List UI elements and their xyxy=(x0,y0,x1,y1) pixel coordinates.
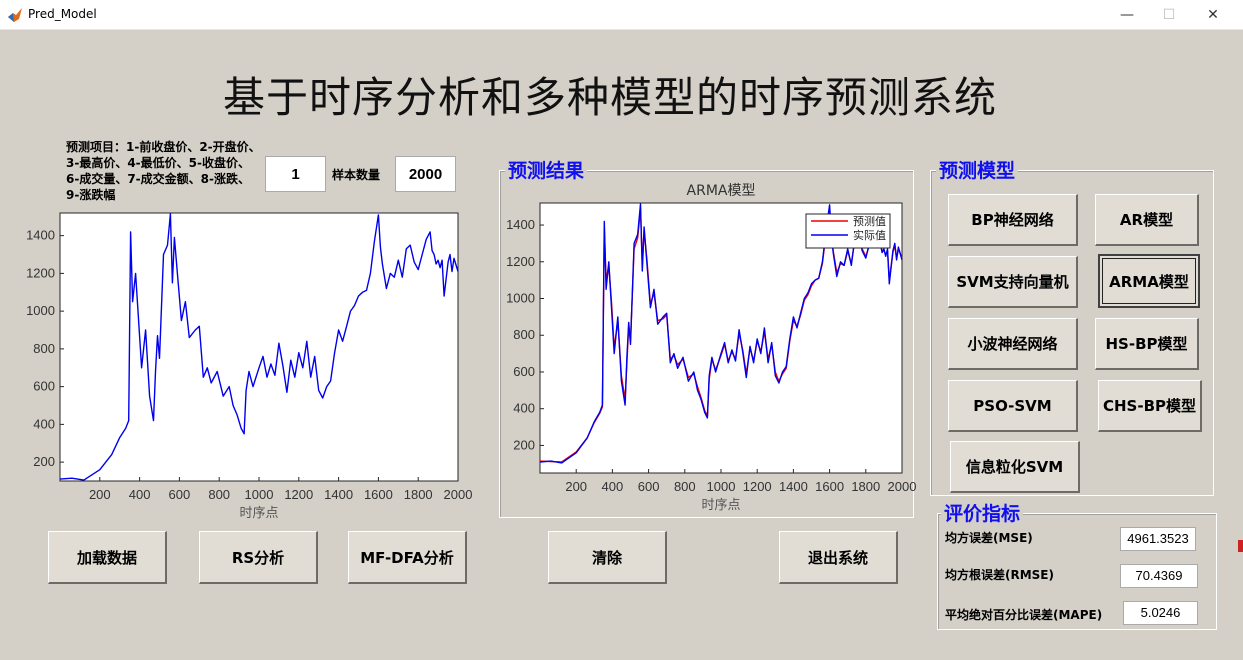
y-tick-label: 400 xyxy=(513,401,535,416)
x-axis-label: 时序点 xyxy=(239,506,278,521)
y-tick-label: 1200 xyxy=(26,265,55,280)
x-tick-label: 800 xyxy=(208,487,230,502)
x-tick-label: 1600 xyxy=(815,479,844,494)
metrics-panel xyxy=(937,513,1217,630)
x-axis-label: 时序点 xyxy=(701,498,740,513)
y-tick-label: 400 xyxy=(33,416,55,431)
x-tick-label: 600 xyxy=(169,487,191,502)
metrics-panel-title: 评价指标 xyxy=(941,503,1024,525)
arma-model-button[interactable]: ARMA模型 xyxy=(1098,254,1200,308)
wavelet-neural-network-button[interactable]: 小波神经网络 xyxy=(948,318,1078,370)
window-titlebar: Pred_Model — ☐ ✕ xyxy=(0,0,1243,30)
result-panel-title: 预测结果 xyxy=(505,160,588,182)
exit-system-button[interactable]: 退出系统 xyxy=(779,531,898,584)
rs-analysis-button[interactable]: RS分析 xyxy=(199,531,318,584)
x-tick-label: 1800 xyxy=(404,487,433,502)
x-tick-label: 400 xyxy=(129,487,151,502)
mse-value: 4961.3523 xyxy=(1120,527,1196,551)
model-panel-title: 预测模型 xyxy=(936,160,1019,182)
y-tick-label: 200 xyxy=(513,437,535,452)
pso-svm-button[interactable]: PSO-SVM xyxy=(948,380,1078,432)
y-tick-label: 800 xyxy=(33,341,55,356)
matlab-icon xyxy=(8,8,22,22)
maximize-button[interactable]: ☐ xyxy=(1162,7,1176,23)
legend-label: 预测值 xyxy=(853,215,886,228)
x-tick-label: 2000 xyxy=(444,487,473,502)
x-tick-label: 800 xyxy=(674,479,696,494)
chart-title: ARMA模型 xyxy=(687,183,756,199)
y-tick-label: 1400 xyxy=(506,217,535,232)
rmse-label: 均方根误差(RMSE) xyxy=(945,568,1054,582)
close-button[interactable]: ✕ xyxy=(1207,7,1219,23)
sample-count-label: 样本数量 xyxy=(332,168,381,182)
mape-value: 5.0246 xyxy=(1123,601,1198,625)
info-granulation-svm-button[interactable]: 信息粒化SVM xyxy=(950,441,1080,493)
x-tick-label: 600 xyxy=(638,479,660,494)
x-tick-label: 1800 xyxy=(851,479,880,494)
x-tick-label: 1000 xyxy=(245,487,274,502)
series-line-0 xyxy=(59,213,459,481)
y-tick-label: 1400 xyxy=(26,228,55,243)
x-tick-label: 1000 xyxy=(707,479,736,494)
y-tick-label: 1000 xyxy=(26,303,55,318)
x-tick-label: 1200 xyxy=(743,479,772,494)
y-tick-label: 1200 xyxy=(506,254,535,269)
window-title: Pred_Model xyxy=(28,7,97,21)
x-tick-label: 1400 xyxy=(324,487,353,502)
hs-bp-model-button[interactable]: HS-BP模型 xyxy=(1095,318,1199,370)
svm-button[interactable]: SVM支持向量机 xyxy=(948,256,1078,308)
mf-dfa-analysis-button[interactable]: MF-DFA分析 xyxy=(348,531,467,584)
y-tick-label: 800 xyxy=(513,327,535,342)
y-tick-label: 600 xyxy=(33,379,55,394)
x-tick-label: 1200 xyxy=(284,487,313,502)
input-data-chart: 200 400 600 800 1000 1200 1400 200 400 600 800 1000… xyxy=(26,212,473,521)
edge-marker xyxy=(1238,540,1243,552)
ar-model-button[interactable]: AR模型 xyxy=(1095,194,1199,246)
bp-neural-network-button[interactable]: BP神经网络 xyxy=(948,194,1078,246)
sample-count-input[interactable] xyxy=(395,156,456,192)
result-panel xyxy=(499,170,914,518)
x-tick-label: 400 xyxy=(602,479,624,494)
rmse-value: 70.4369 xyxy=(1120,564,1198,588)
mse-label: 均方误差(MSE) xyxy=(945,531,1033,545)
y-tick-label: 600 xyxy=(513,364,535,379)
page-title: 基于时序分析和多种模型的时序预测系统 xyxy=(222,73,997,122)
minimize-button[interactable]: — xyxy=(1120,7,1134,23)
y-tick-label: 200 xyxy=(33,454,55,469)
prediction-result-chart: 200 400 600 800 1000 1200 1400 200 400 600 800 1000… xyxy=(506,183,917,513)
x-tick-label: 200 xyxy=(565,479,587,494)
x-tick-label: 1600 xyxy=(364,487,393,502)
x-tick-label: 2000 xyxy=(888,479,917,494)
model-panel xyxy=(930,170,1214,496)
y-tick-label: 1000 xyxy=(506,291,535,306)
mape-label: 平均绝对百分比误差(MAPE) xyxy=(945,608,1103,622)
x-tick-label: 200 xyxy=(89,487,111,502)
legend-label: 实际值 xyxy=(853,228,886,242)
plot-area xyxy=(59,212,459,482)
clear-button[interactable]: 清除 xyxy=(548,531,667,584)
load-data-button[interactable]: 加载数据 xyxy=(48,531,167,584)
prediction-item-input[interactable] xyxy=(265,156,326,192)
chs-bp-model-button[interactable]: CHS-BP模型 xyxy=(1098,380,1202,432)
x-tick-label: 1400 xyxy=(779,479,808,494)
prediction-item-description: 预测项目：1-前收盘价、2-开盘价、3-最高价、4-最低价、5-收盘价、6-成交… xyxy=(66,140,261,202)
